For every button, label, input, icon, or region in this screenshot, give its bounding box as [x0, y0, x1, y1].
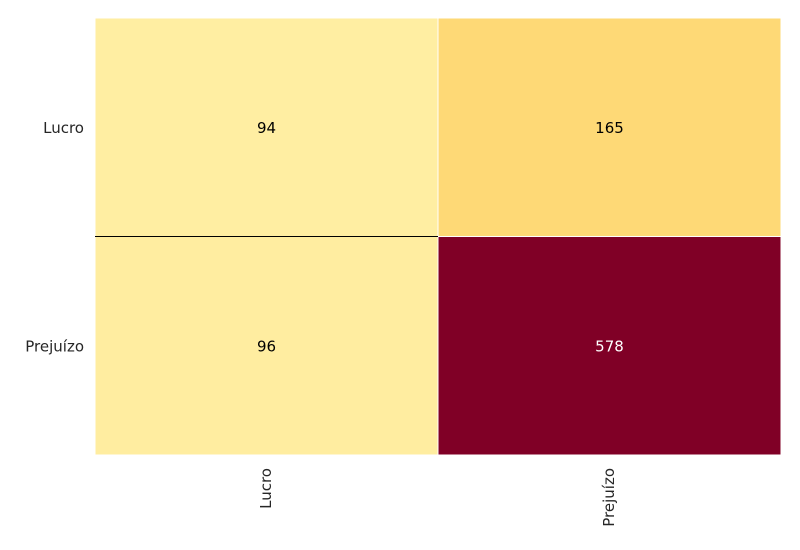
x-tick-label: Prejuízo: [600, 468, 618, 527]
cell-value-label-1-0: 96: [257, 337, 276, 355]
x-tick-label: Lucro: [257, 468, 275, 509]
y-tick-labels: Lucro Prejuízo: [25, 119, 84, 356]
cell-value-label-0-0: 94: [257, 119, 276, 137]
cell-value-label-0-1: 165: [595, 119, 624, 137]
heatmap-cell-1-0: [94, 236, 439, 456]
cell-value-label-1-1: 578: [595, 337, 624, 355]
heatmap-cell-1-1: [437, 236, 782, 456]
heatmap-cells: 94 165 96 578: [94, 17, 782, 456]
y-tick-label: Lucro: [43, 119, 84, 137]
heatmap-cell-0-0: [94, 17, 439, 237]
x-tick-labels: Lucro Prejuízo: [257, 468, 618, 527]
y-tick-label: Prejuízo: [25, 337, 84, 355]
heatmap-cell-0-1: [437, 17, 782, 237]
